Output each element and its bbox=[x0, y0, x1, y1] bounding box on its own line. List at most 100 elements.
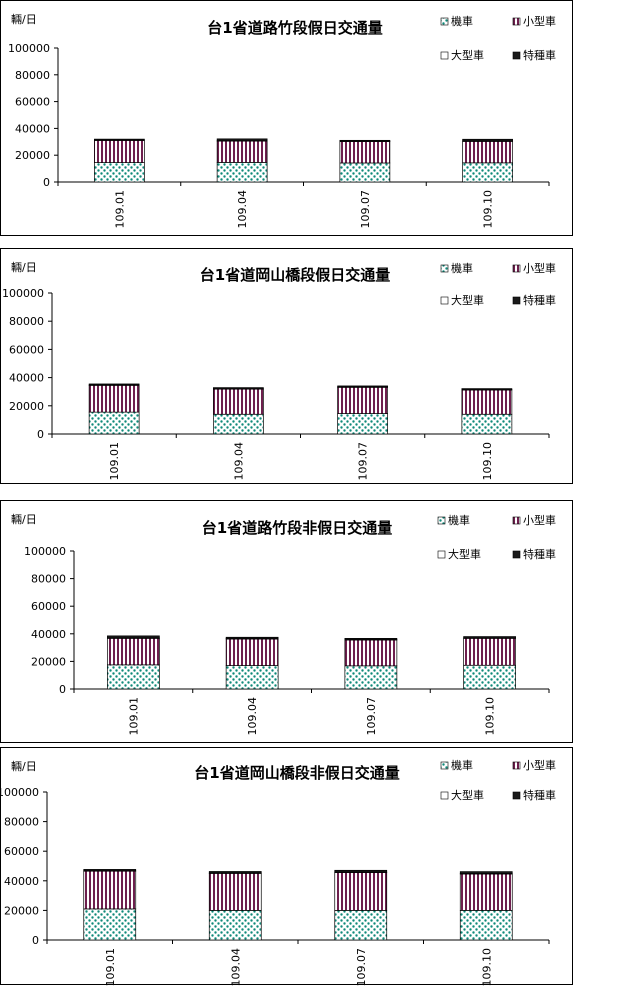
x-tick-label: 109.07 bbox=[365, 697, 378, 736]
x-tick-label: 109.07 bbox=[355, 948, 368, 986]
legend-item: 小型車 bbox=[512, 513, 556, 527]
x-tick-label: 109.04 bbox=[246, 697, 259, 736]
bar-segment bbox=[339, 139, 391, 142]
legend-swatch bbox=[512, 550, 521, 559]
bar-segment bbox=[461, 413, 513, 435]
y-tick-label: 20000 bbox=[15, 149, 50, 162]
legend-swatch bbox=[440, 296, 449, 305]
legend-label: 小型車 bbox=[523, 14, 556, 28]
y-tick-label: 60000 bbox=[15, 96, 50, 109]
y-tick-label: 60000 bbox=[9, 343, 44, 356]
legend-item: 特種車 bbox=[512, 547, 556, 561]
x-tick-label: 109.07 bbox=[359, 190, 372, 229]
y-tick-label: 100000 bbox=[2, 287, 44, 300]
legend-swatch bbox=[440, 17, 449, 26]
legend-swatch bbox=[512, 264, 521, 273]
y-tick-label: 40000 bbox=[31, 628, 66, 641]
legend-item: 機車 bbox=[437, 513, 470, 527]
legend-label: 機車 bbox=[451, 261, 473, 275]
x-tick-label: 109.01 bbox=[127, 697, 140, 736]
legend-item: 大型車 bbox=[440, 48, 484, 62]
legend-swatch bbox=[512, 761, 521, 770]
bar-segment bbox=[213, 413, 264, 435]
legend-swatch bbox=[440, 791, 449, 800]
bar-segment bbox=[216, 162, 268, 183]
legend-swatch bbox=[440, 51, 449, 60]
bar-segment bbox=[334, 869, 388, 873]
bar-segment bbox=[88, 383, 140, 386]
y-tick-label: 20000 bbox=[31, 655, 66, 668]
legend-label: 機車 bbox=[451, 758, 473, 772]
bar-segment bbox=[83, 870, 137, 910]
y-tick-label: 20000 bbox=[4, 904, 39, 917]
bar-segment bbox=[208, 910, 262, 941]
bar-segment bbox=[208, 873, 262, 911]
y-tick-label: 20000 bbox=[9, 400, 44, 413]
legend-swatch bbox=[440, 761, 449, 770]
chart-title: 台1省道岡山橋段假日交通量 bbox=[200, 266, 390, 284]
chart-title: 台1省道路竹段假日交通量 bbox=[207, 19, 382, 37]
legend-item: 特種車 bbox=[512, 293, 556, 307]
y-axis-unit-label: 輛/日 bbox=[11, 759, 37, 773]
y-axis-unit-label: 輛/日 bbox=[11, 512, 37, 526]
legend-label: 大型車 bbox=[451, 293, 484, 307]
legend-swatch bbox=[437, 516, 446, 525]
x-tick-label: 109.10 bbox=[481, 442, 494, 481]
bar-segment bbox=[107, 638, 160, 666]
bar-segment bbox=[344, 638, 398, 640]
bar-segment bbox=[462, 162, 513, 183]
y-tick-label: 40000 bbox=[4, 875, 39, 888]
legend-item: 大型車 bbox=[440, 293, 484, 307]
legend-label: 特種車 bbox=[523, 293, 556, 307]
legend-item: 機車 bbox=[440, 14, 473, 28]
legend-label: 大型車 bbox=[448, 547, 481, 561]
bar-segment bbox=[83, 869, 137, 872]
bar-segment bbox=[225, 636, 279, 639]
chart-panel-gangshan-holiday: 輛/日 台1省道岡山橋段假日交通量 機車 小型車大型車 特種車 0 20000 40000 60… bbox=[0, 248, 573, 484]
bar-segment bbox=[88, 411, 140, 435]
bar-segment bbox=[216, 140, 268, 163]
legend-item: 大型車 bbox=[440, 788, 484, 802]
y-axis-unit-label: 輛/日 bbox=[11, 260, 37, 274]
y-tick-label: 40000 bbox=[15, 122, 50, 135]
legend-item: 特種車 bbox=[512, 48, 556, 62]
y-tick-label: 0 bbox=[43, 176, 50, 189]
x-tick-label: 109.01 bbox=[113, 190, 126, 229]
y-tick-label: 40000 bbox=[9, 372, 44, 385]
x-tick-label: 109.01 bbox=[104, 948, 117, 986]
y-tick-label: 80000 bbox=[15, 69, 50, 82]
bar-segment bbox=[225, 665, 279, 690]
y-tick-label: 80000 bbox=[31, 573, 66, 586]
bar-segment bbox=[461, 388, 513, 390]
bar-segment bbox=[344, 665, 398, 690]
bar-segment bbox=[344, 639, 398, 667]
bar-segment bbox=[459, 871, 513, 874]
legend-swatch bbox=[512, 791, 521, 800]
bar-segment bbox=[208, 871, 262, 874]
legend-item: 小型車 bbox=[512, 261, 556, 275]
legend-item: 小型車 bbox=[512, 14, 556, 28]
y-tick-label: 60000 bbox=[4, 845, 39, 858]
bar-segment bbox=[225, 638, 279, 666]
x-tick-label: 109.04 bbox=[232, 442, 245, 481]
y-tick-label: 0 bbox=[37, 428, 44, 441]
bar-segment bbox=[459, 910, 513, 941]
bar-segment bbox=[94, 140, 145, 163]
legend-label: 機車 bbox=[451, 14, 473, 28]
chart-panel-gangshan-weekday: 輛/日 台1省道岡山橋段非假日交通量 機車 小型車 大型車 特種車 0 20000 40000 6… bbox=[0, 747, 573, 986]
x-tick-label: 109.04 bbox=[236, 190, 249, 229]
legend-label: 特種車 bbox=[523, 547, 556, 561]
bar-segment bbox=[337, 413, 388, 435]
bar-segment bbox=[339, 162, 391, 183]
legend-item: 小型車 bbox=[512, 758, 556, 772]
bar-segment bbox=[463, 664, 516, 690]
bar-segment bbox=[462, 138, 513, 142]
x-tick-label: 109.10 bbox=[480, 948, 493, 986]
legend-swatch bbox=[512, 296, 521, 305]
chart-title: 台1省道岡山橋段非假日交通量 bbox=[194, 764, 399, 782]
bar-segment bbox=[83, 908, 137, 941]
